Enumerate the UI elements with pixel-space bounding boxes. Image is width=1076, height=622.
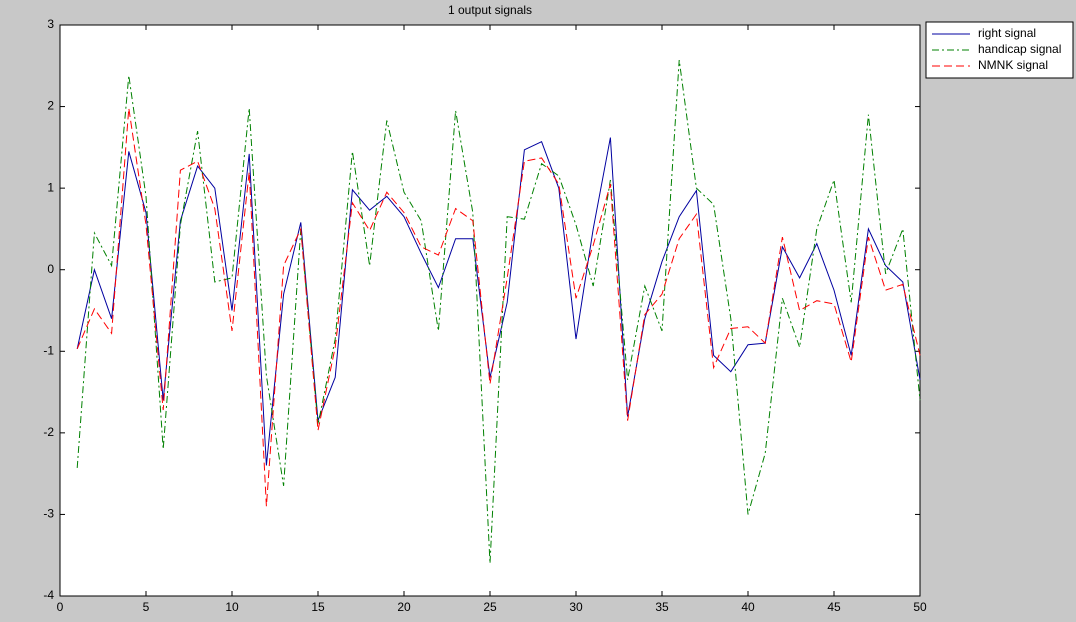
plot-area	[59, 24, 921, 597]
x-tick-label: 20	[397, 600, 411, 614]
series-line	[76, 108, 921, 507]
y-tick-label: -4	[43, 588, 54, 602]
chart-title: 1 output signals	[448, 3, 532, 17]
series-line	[76, 60, 921, 564]
legend-label: handicap signal	[978, 42, 1061, 56]
x-tick-label: 30	[569, 600, 583, 614]
series-line	[76, 137, 921, 466]
y-tick-label: 1	[47, 180, 54, 194]
x-tick-label: 45	[827, 600, 841, 614]
x-tick-label: 50	[913, 600, 927, 614]
y-tick-label: 3	[47, 17, 54, 31]
x-tick-label: 40	[741, 600, 755, 614]
y-tick-label: 0	[47, 262, 54, 276]
y-tick-label: -1	[43, 343, 54, 357]
y-tick-label: -2	[43, 425, 54, 439]
legend-label: NMNK signal	[978, 58, 1048, 72]
x-tick-label: 15	[311, 600, 325, 614]
legend-label: right signal	[978, 26, 1036, 40]
x-tick-label: 0	[57, 600, 64, 614]
x-tick-label: 25	[483, 600, 497, 614]
x-tick-label: 5	[143, 600, 150, 614]
x-tick-label: 35	[655, 600, 669, 614]
y-tick-label: -3	[43, 507, 54, 521]
y-tick-label: 2	[47, 99, 54, 113]
x-tick-label: 10	[225, 600, 239, 614]
